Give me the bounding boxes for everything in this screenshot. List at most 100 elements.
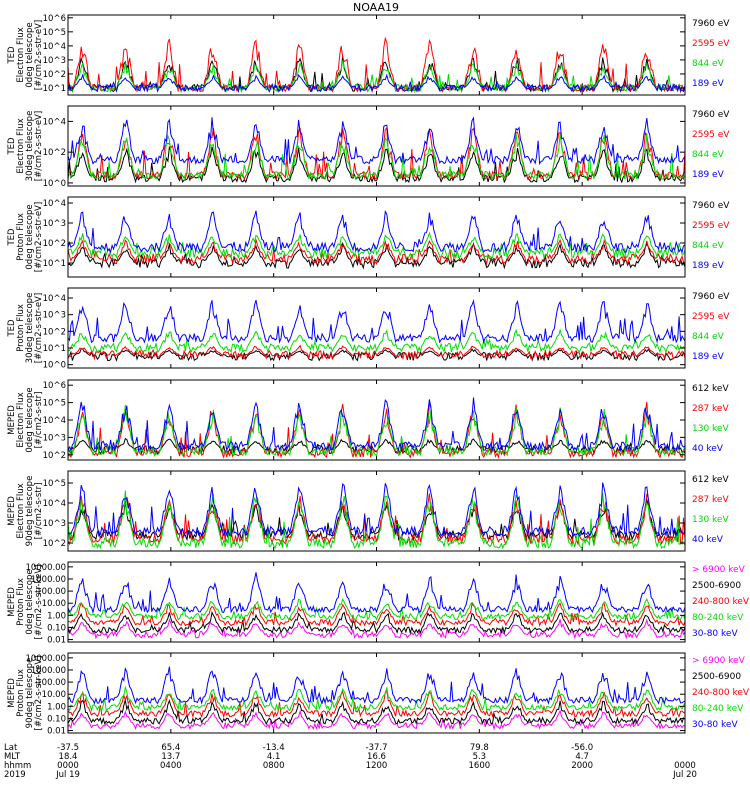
y-tick-label: 10.00 xyxy=(42,599,66,609)
series-line-4 xyxy=(67,73,686,94)
x-tick-label-lat: 65.4 xyxy=(161,743,180,753)
y-tick-label: 10^2 xyxy=(43,239,66,249)
y-axis-label-line: MEPED xyxy=(7,405,17,435)
y-tick-label: 10^6 xyxy=(43,381,66,391)
series-line-1 xyxy=(67,709,686,731)
y-tick-label: 10^3 xyxy=(43,433,66,443)
y-tick-label: 10.00 xyxy=(42,690,66,700)
x-axis-row-label: hhmm xyxy=(4,761,31,771)
series-line-4 xyxy=(67,116,686,166)
legend-label: 80-240 keV xyxy=(692,704,744,714)
y-axis-label-line: Proton Flux xyxy=(16,304,26,352)
y-axis-label-line: Proton Flux xyxy=(16,578,26,626)
y-axis-label-line: MEPED xyxy=(7,496,17,526)
y-tick-label: 1.00 xyxy=(47,702,66,712)
legend-label: 130 keV xyxy=(692,424,729,434)
y-tick-label: 10^0 xyxy=(43,179,66,189)
y-tick-label: 10^3 xyxy=(43,519,66,529)
y-axis-label-line: 0deg telescope xyxy=(25,387,35,452)
y-axis-label-line: 30deg telescope xyxy=(25,293,35,364)
x-tick-label-hhmm: 1600 xyxy=(469,761,491,771)
x-tick-label-lat: -13.4 xyxy=(263,743,285,753)
y-axis-label: TEDElectron Flux30deg telescope[#/cm2-s-… xyxy=(7,111,44,182)
x-tick-label-date: Jul 19 xyxy=(55,770,80,780)
legend-label: 80-240 keV xyxy=(692,613,744,623)
y-axis-label-line: TED xyxy=(7,46,17,65)
y-tick-label: 10000.00 xyxy=(25,654,66,664)
series-line-4 xyxy=(67,209,686,254)
y-tick-label: 10^2 xyxy=(43,327,66,337)
y-tick-label: 10^2 xyxy=(43,451,66,461)
y-axis-label-line: [#/cm2-s-str] xyxy=(34,483,44,540)
y-tick-label: 10^1 xyxy=(43,84,66,94)
series-line-2 xyxy=(67,699,686,726)
legend-label: 40 keV xyxy=(692,535,724,545)
x-tick-label-mlt: 4.7 xyxy=(575,752,589,762)
y-tick-label: 1000.00 xyxy=(31,575,66,585)
legend-label: 7960 eV xyxy=(692,201,730,211)
y-tick-label: 10^5 xyxy=(43,399,66,409)
series-line-2 xyxy=(67,401,685,460)
series-line-1 xyxy=(67,618,686,640)
y-tick-label: 10^1 xyxy=(43,259,66,269)
legend-label: 30-80 keV xyxy=(692,629,738,639)
series-line-1 xyxy=(67,437,686,456)
series-line-5 xyxy=(67,572,686,615)
y-axis-label-line: TED xyxy=(7,228,17,247)
y-tick-label: 10^5 xyxy=(43,28,66,38)
legend-label: 287 keV xyxy=(692,404,729,414)
x-tick-label-hhmm: 1200 xyxy=(366,761,388,771)
y-axis-label-line: 90deg telescope xyxy=(25,476,35,547)
y-axis-label-line: Electron Flux xyxy=(16,27,26,82)
y-tick-label: 10^3 xyxy=(43,56,66,66)
series-line-1 xyxy=(67,241,686,270)
x-tick-label-hhmm: 0800 xyxy=(263,761,285,771)
x-tick-label-mlt: 16.6 xyxy=(367,752,386,762)
y-axis-label: MEPEDProton Flux0deg telescope[#/cm2-s-s… xyxy=(7,565,44,640)
y-axis-label-line: 0deg telescope xyxy=(25,22,35,87)
legend-label: 2500-6900 xyxy=(692,672,741,682)
legend-label: 287 keV xyxy=(692,495,729,505)
legend-label: 7960 eV xyxy=(692,110,730,120)
y-axis-label: TEDElectron Flux0deg telescope[#/cm2-s-s… xyxy=(7,20,44,90)
y-axis-label-line: MEPED xyxy=(7,587,17,617)
x-axis-row-label: MLT xyxy=(4,752,21,762)
x-tick-label-hhmm: 2000 xyxy=(571,761,593,771)
y-tick-label: 100.00 xyxy=(36,678,66,688)
legend-label: > 6900 keV xyxy=(692,565,746,575)
y-axis-label: TEDProton Flux0deg telescope[#/cm2-s-str… xyxy=(7,202,44,272)
x-tick-label-hhmm: 0000 xyxy=(57,761,79,771)
series-line-3 xyxy=(67,689,686,719)
y-axis-label-line: TED xyxy=(7,319,17,338)
y-axis-label: MEPEDElectron Flux0deg telescope[#/cm2-s… xyxy=(7,387,44,452)
y-axis-label-line: [#/cm2-s-str-eV] xyxy=(34,293,44,363)
y-tick-label: 10^0 xyxy=(43,361,66,371)
legend-label: 844 eV xyxy=(692,150,725,160)
y-tick-label: 10^1 xyxy=(43,344,66,354)
series-line-4 xyxy=(67,598,686,622)
y-axis-label-line: Electron Flux xyxy=(16,483,26,538)
legend-label: 612 keV xyxy=(692,384,729,394)
legend-label: 2595 eV xyxy=(692,221,730,231)
y-tick-label: 100.00 xyxy=(36,587,66,597)
series-line-4 xyxy=(67,685,686,713)
legend-label: 189 eV xyxy=(692,352,725,362)
legend-label: 240-800 keV xyxy=(692,688,750,698)
y-tick-label: 10^4 xyxy=(43,294,66,304)
y-tick-label: 10^6 xyxy=(43,14,66,24)
legend-label: 844 eV xyxy=(692,332,725,342)
y-tick-label: 0.01 xyxy=(47,727,66,737)
x-tick-label-date: Jul 20 xyxy=(672,770,697,780)
y-axis-label-line: [#/cm2-s-str-eV] xyxy=(34,20,44,90)
legend-label: 189 eV xyxy=(692,261,725,271)
y-axis-label-line: [#/cm2-s-str-eV] xyxy=(34,111,44,181)
y-tick-label: 10^2 xyxy=(43,70,66,80)
y-axis-label-line: 90deg telescope xyxy=(25,658,35,729)
y-tick-label: 1000.00 xyxy=(31,666,66,676)
legend-label: 7960 eV xyxy=(692,292,730,302)
series-line-2 xyxy=(67,238,686,266)
